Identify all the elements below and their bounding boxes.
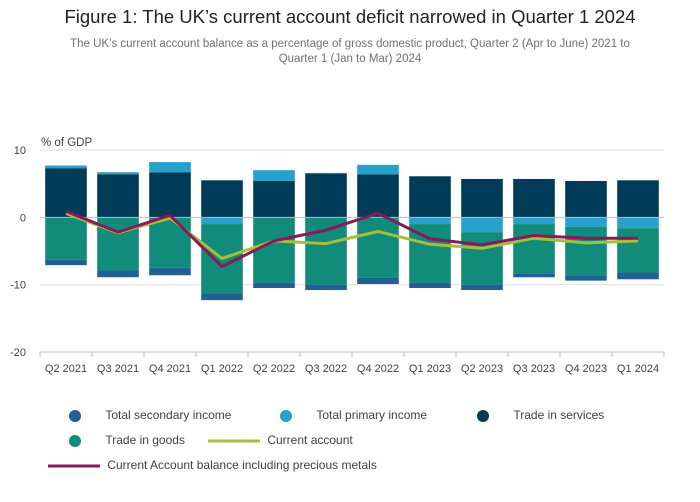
- current-account-precious-metals-line: [65, 209, 638, 268]
- bar-total-primary-income: [565, 217, 607, 227]
- x-tick-label: Q1 2022: [201, 363, 243, 375]
- bar-trade-in-goods: [461, 232, 503, 285]
- x-tick-label: Q2 2021: [45, 363, 87, 375]
- x-tick-label: Q3 2021: [97, 363, 139, 375]
- legend-label: Total primary income: [316, 408, 428, 422]
- bar-total-primary-income: [305, 172, 347, 174]
- bar-total-primary-income: [513, 217, 555, 225]
- bar-total-secondary-income: [565, 275, 607, 281]
- x-tick-label: Q4 2022: [357, 363, 399, 375]
- bar-total-primary-income: [409, 217, 451, 225]
- legend-label: Trade in services: [513, 408, 605, 422]
- y-axis-label: % of GDP: [41, 137, 92, 149]
- bar-total-secondary-income: [305, 284, 347, 291]
- bar-trade-in-goods: [357, 217, 399, 278]
- bar-trade-in-services: [617, 180, 659, 218]
- bar-total-primary-income: [617, 217, 659, 229]
- bar-total-primary-income: [461, 217, 503, 233]
- x-tick-label: Q4 2021: [149, 363, 191, 375]
- bar-trade-in-goods: [565, 226, 607, 276]
- bar-trade-in-services: [45, 168, 87, 218]
- bar-trade-in-services: [409, 176, 451, 218]
- legend-item-trade-in-services[interactable]: Trade in services: [476, 408, 604, 423]
- bar-total-secondary-income: [253, 282, 295, 289]
- bar-trade-in-goods: [409, 224, 451, 283]
- legend-swatch-dot: [477, 409, 489, 422]
- y-tick-label: -10: [10, 280, 26, 292]
- bar-total-secondary-income: [357, 277, 399, 284]
- bar-total-primary-income: [253, 170, 295, 181]
- bar-trade-in-goods: [305, 217, 347, 285]
- bar-trade-in-services: [149, 172, 191, 218]
- x-tick-label: Q3 2022: [305, 363, 347, 375]
- legend-label: Current account: [267, 433, 353, 447]
- bar-trade-in-goods: [617, 228, 659, 273]
- bar-total-primary-income: [45, 165, 87, 169]
- x-tick-label: Q2 2022: [253, 363, 295, 375]
- legend-swatch-dot: [280, 409, 292, 422]
- legend-item-trade-in-goods[interactable]: Trade in goods: [68, 433, 185, 448]
- bar-total-primary-income: [97, 172, 139, 175]
- bar-total-secondary-income: [45, 259, 87, 266]
- bar-total-secondary-income: [97, 270, 139, 278]
- bar-total-primary-income: [357, 164, 399, 175]
- total-secondary-income-swatch: [69, 409, 81, 422]
- legend-label: Total secondary income: [105, 408, 232, 422]
- bar-total-secondary-income: [461, 284, 503, 291]
- legend-item-current-account-precious-metals[interactable]: Current Account balance including precio…: [48, 458, 377, 473]
- x-tick-label: Q3 2023: [513, 363, 555, 375]
- bar-trade-in-services: [565, 180, 607, 218]
- legend-swatch-line: [48, 464, 100, 468]
- bar-total-primary-income: [149, 162, 191, 173]
- series-lines: [65, 209, 639, 268]
- bar-trade-in-goods: [253, 217, 295, 283]
- legend-item-total-primary-income[interactable]: Total primary income: [279, 408, 427, 423]
- x-tick-label: Q1 2023: [409, 363, 451, 375]
- bar-total-secondary-income: [201, 293, 243, 301]
- y-tick-label: 0: [20, 212, 26, 224]
- bar-trade-in-goods: [149, 217, 191, 268]
- bar-trade-in-goods: [513, 224, 555, 274]
- bar-trade-in-services: [253, 180, 295, 218]
- chart-title: Figure 1: The UK’s current account defic…: [64, 6, 636, 27]
- trade-in-services-swatch: [477, 409, 489, 422]
- bar-total-secondary-income: [617, 272, 659, 280]
- bars: [45, 162, 659, 301]
- chart-subtitle-line-1: The UK’s current account balance as a pe…: [70, 38, 630, 50]
- bar-trade-in-services: [305, 173, 347, 218]
- bar-total-secondary-income: [149, 267, 191, 276]
- trade-in-goods-swatch: [69, 434, 81, 447]
- legend-label: Trade in goods: [105, 433, 185, 447]
- current-account-line: [65, 211, 639, 260]
- bar-trade-in-services: [201, 180, 243, 218]
- total-primary-income-swatch: [280, 409, 292, 422]
- x-tick-label: Q2 2023: [461, 363, 503, 375]
- bar-trade-in-services: [357, 174, 399, 218]
- legend-label: Current Account balance including precio…: [107, 458, 377, 472]
- legend-item-total-secondary-income[interactable]: Total secondary income: [68, 408, 231, 423]
- bar-total-primary-income: [201, 217, 243, 225]
- legend-swatch-dot: [69, 434, 81, 447]
- bar-total-secondary-income: [513, 273, 555, 278]
- chart-subtitle: The UK’s current account balance as a pe…: [30, 37, 670, 67]
- y-axis-ticks: 10 0 -10 -20: [10, 145, 26, 359]
- bar-trade-in-services: [461, 178, 503, 218]
- y-tick-label: 10: [14, 145, 26, 157]
- x-axis-ticks: Q2 2021 Q3 2021 Q4 2021 Q1 2022 Q2 2022 Q3 20…: [39, 351, 665, 375]
- bar-trade-in-goods: [45, 217, 87, 260]
- legend-swatch-line: [208, 439, 260, 443]
- y-tick-label: -20: [10, 347, 26, 359]
- bar-trade-in-services: [513, 178, 555, 218]
- bar-trade-in-services: [97, 174, 139, 218]
- legend-item-current-account[interactable]: Current account: [208, 433, 353, 448]
- legend-swatch-dot: [69, 409, 81, 422]
- x-tick-label: Q4 2023: [565, 363, 607, 375]
- chart-subtitle-line-2: Quarter 1 (Jan to Mar) 2024: [278, 53, 422, 65]
- x-tick-label: Q1 2024: [617, 363, 659, 375]
- bar-total-secondary-income: [409, 282, 451, 289]
